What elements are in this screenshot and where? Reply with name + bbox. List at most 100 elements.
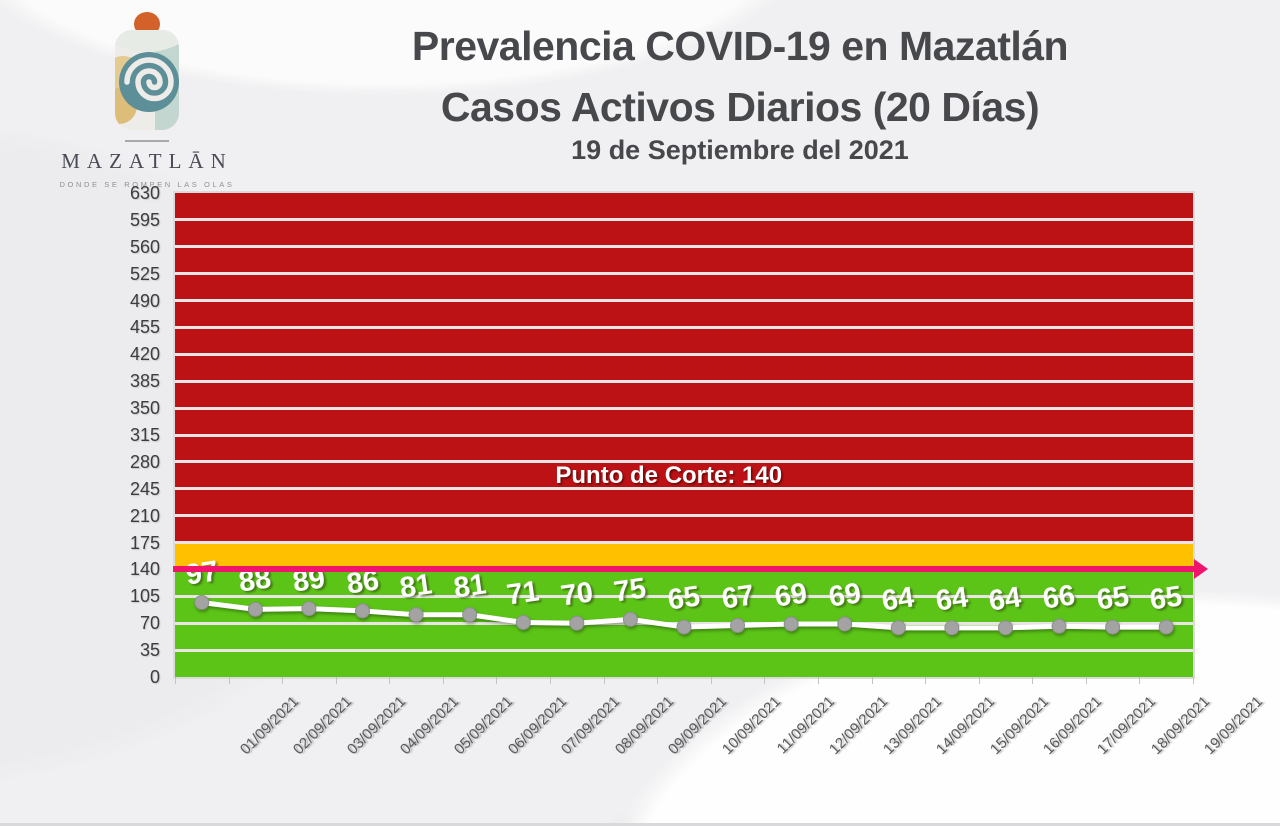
x-tick-mark <box>442 677 444 684</box>
data-point-marker <box>1105 619 1121 635</box>
data-point-label: 64 <box>933 581 971 618</box>
gridline <box>175 272 1193 276</box>
data-point-marker <box>1051 618 1067 634</box>
x-tick-mark <box>925 677 927 684</box>
y-tick-label: 315 <box>129 425 160 445</box>
gridline <box>175 460 1193 464</box>
y-tick-label: 105 <box>129 586 160 607</box>
cutoff-label: Punto de Corte: 140 <box>555 462 783 490</box>
logo-divider <box>125 140 169 142</box>
cutoff-arrowhead <box>1194 559 1208 580</box>
gridline <box>175 541 1193 545</box>
data-point-label: 69 <box>826 577 863 614</box>
data-point-marker <box>1158 619 1174 635</box>
data-point-label: 67 <box>719 578 756 616</box>
y-tick-label: 385 <box>129 371 160 392</box>
logo-tagline: DONDE SE ROMPEN LAS OLAS <box>59 180 235 189</box>
x-tick-mark <box>1139 677 1141 684</box>
data-point-marker <box>890 620 906 636</box>
data-point-marker <box>569 615 585 631</box>
x-tick-mark <box>1032 677 1034 684</box>
yellow-zone <box>175 542 1193 570</box>
chart-date: 19 de Septiembre del 2021 <box>571 135 909 165</box>
y-tick-label: 70 <box>139 613 160 634</box>
data-point-marker <box>837 616 853 632</box>
x-tick-mark <box>817 677 819 684</box>
gridline <box>175 352 1193 356</box>
data-point-marker <box>622 611 638 627</box>
x-tick-mark <box>871 677 873 684</box>
gridline <box>175 406 1193 410</box>
data-point-marker <box>194 594 210 610</box>
chart-title: Prevalencia COVID-19 en Mazatlán <box>411 23 1069 69</box>
series-line-layer <box>194 594 1174 636</box>
x-tick-mark <box>335 677 337 684</box>
gridline <box>175 648 1193 652</box>
data-point-label: 97 <box>183 555 220 593</box>
gridline <box>175 514 1193 518</box>
y-tick-label: 595 <box>129 209 160 230</box>
gridline <box>175 245 1193 249</box>
data-point-marker <box>515 614 531 630</box>
data-point-label: 75 <box>612 572 649 609</box>
plot-area: 97 88 89 86 81 81 71 70 75 65 67 69 69 64 64 64 66 65 65 Pu… <box>173 191 1208 679</box>
data-point-label: 71 <box>504 575 542 613</box>
x-tick-mark <box>496 677 498 684</box>
data-point-marker <box>997 620 1013 636</box>
y-tick-label: 630 <box>129 183 160 203</box>
data-point-marker <box>676 619 692 635</box>
data-point-marker <box>462 607 478 623</box>
y-tick-label: 350 <box>129 398 160 419</box>
gridline <box>175 325 1193 329</box>
x-tick-mark <box>764 677 766 684</box>
data-point-label: 66 <box>1040 579 1078 616</box>
gridline <box>175 433 1193 437</box>
x-tick-mark <box>978 677 980 684</box>
data-point-label: 81 <box>451 568 488 605</box>
data-point-label: 65 <box>1094 580 1131 617</box>
data-point-label: 65 <box>1147 580 1185 617</box>
cutoff-line <box>173 559 1208 580</box>
y-tick-label: 490 <box>129 290 160 311</box>
x-tick-mark <box>175 677 176 684</box>
mazatlan-logo: MAZATLĀN DONDE SE ROMPEN LAS OLAS <box>52 10 242 189</box>
gridline <box>175 379 1193 383</box>
red-zone <box>175 193 1193 543</box>
y-tick-label: 560 <box>129 236 160 257</box>
data-point-marker <box>355 603 371 619</box>
logo-wordmark: MAZATLĀN <box>61 149 233 173</box>
gridline <box>175 594 1193 598</box>
y-tick-label: 455 <box>129 317 160 338</box>
data-point-label: 70 <box>558 576 595 613</box>
x-tick-mark <box>1085 677 1087 684</box>
header: Prevalencia COVID-19 en Mazatlán Casos A… <box>230 26 1250 164</box>
data-point-label: 65 <box>665 580 703 617</box>
x-tick-mark <box>550 677 552 684</box>
y-tick-label: 0 <box>149 667 160 687</box>
x-tick-mark <box>1193 677 1194 684</box>
data-point-label: 81 <box>397 568 435 605</box>
data-point-label: 64 <box>987 581 1024 618</box>
data-point-marker <box>408 607 424 623</box>
x-tick-mark <box>710 677 712 684</box>
y-tick-label: 175 <box>129 532 160 553</box>
y-tick-label: 280 <box>129 451 160 472</box>
gridline <box>175 218 1193 222</box>
y-tick-label: 210 <box>129 505 160 526</box>
data-point-marker <box>730 618 746 634</box>
data-point-label: 69 <box>772 577 810 614</box>
shell-logo-icon <box>115 12 179 130</box>
data-point-marker <box>783 616 799 632</box>
y-tick-label: 420 <box>129 344 160 365</box>
x-axis-labels: 01/09/2021 02/09/2021 03/09/2021 04/09/2021… <box>175 677 1275 822</box>
y-tick-label: 35 <box>139 640 160 661</box>
gridline <box>175 487 1193 491</box>
data-point-marker <box>301 601 317 617</box>
x-tick-mark <box>657 677 659 684</box>
data-point-marker <box>247 601 263 617</box>
y-axis-labels: 0 35 70 105 140 175 210 245 280 315 350 385 420 455 49… <box>88 183 160 687</box>
chart-subtitle: Casos Activos Diarios (20 Días) <box>440 84 1040 130</box>
y-tick-label: 140 <box>129 559 160 580</box>
x-tick-mark <box>389 677 391 684</box>
